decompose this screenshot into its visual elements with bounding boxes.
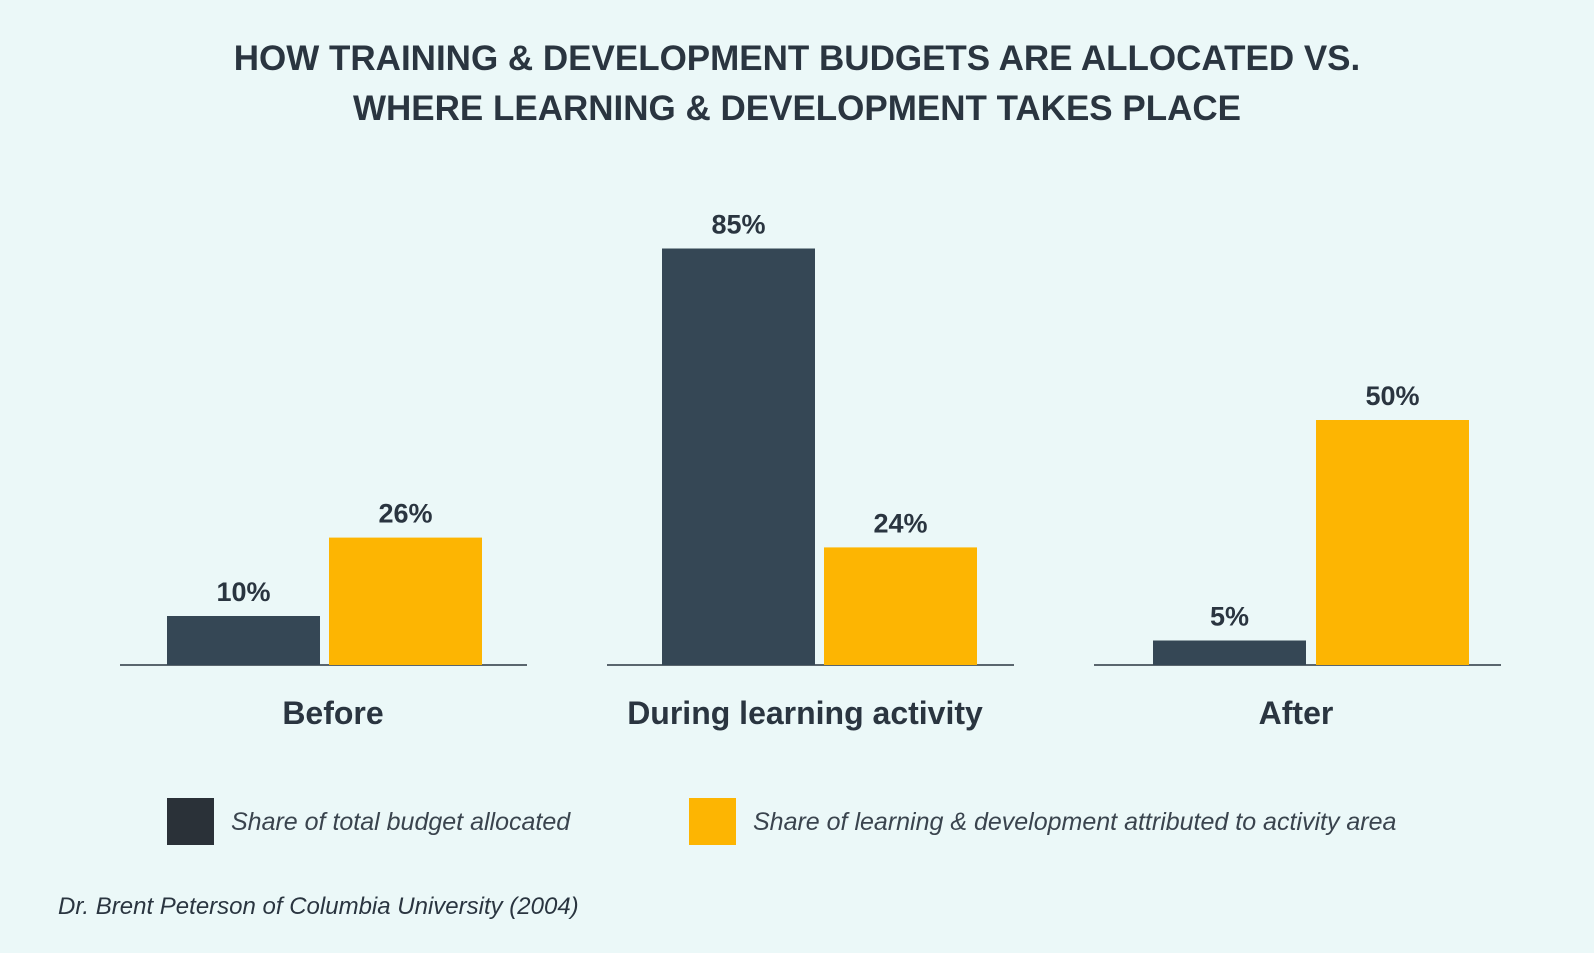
- bar-groups: 10% 26% Before 85% 24% During learning activi…: [120, 210, 1501, 731]
- legend-label-learning: Share of learning & development attribut…: [753, 808, 1397, 836]
- bar-before-budget: [167, 616, 320, 665]
- source-citation: Dr. Brent Peterson of Columbia Universit…: [58, 893, 579, 920]
- legend-label-budget: Share of total budget allocated: [231, 808, 571, 836]
- data-label-during-learning: 24%: [873, 508, 927, 538]
- chart-title-line-1: HOW TRAINING & DEVELOPMENT BUDGETS ARE A…: [234, 39, 1361, 78]
- data-label-after-budget: 5%: [1210, 602, 1249, 632]
- bar-after-budget: [1153, 640, 1306, 665]
- data-label-after-learning: 50%: [1365, 381, 1419, 411]
- category-label-during: During learning activity: [627, 695, 983, 731]
- bar-during-learning: [824, 547, 977, 665]
- data-label-before-budget: 10%: [216, 577, 270, 607]
- category-label-before: Before: [282, 695, 383, 731]
- legend-swatch-budget: [167, 798, 214, 845]
- data-label-during-budget: 85%: [711, 210, 765, 240]
- bar-during-budget: [662, 248, 815, 665]
- chart-title-line-2: WHERE LEARNING & DEVELOPMENT TAKES PLACE: [353, 89, 1241, 128]
- bar-after-learning: [1316, 420, 1469, 665]
- legend-swatch-learning: [689, 798, 736, 845]
- data-label-before-learning: 26%: [378, 499, 432, 529]
- bar-before-learning: [329, 537, 482, 665]
- legend: Share of total budget allocated Share of…: [167, 798, 1397, 845]
- category-label-after: After: [1259, 695, 1334, 731]
